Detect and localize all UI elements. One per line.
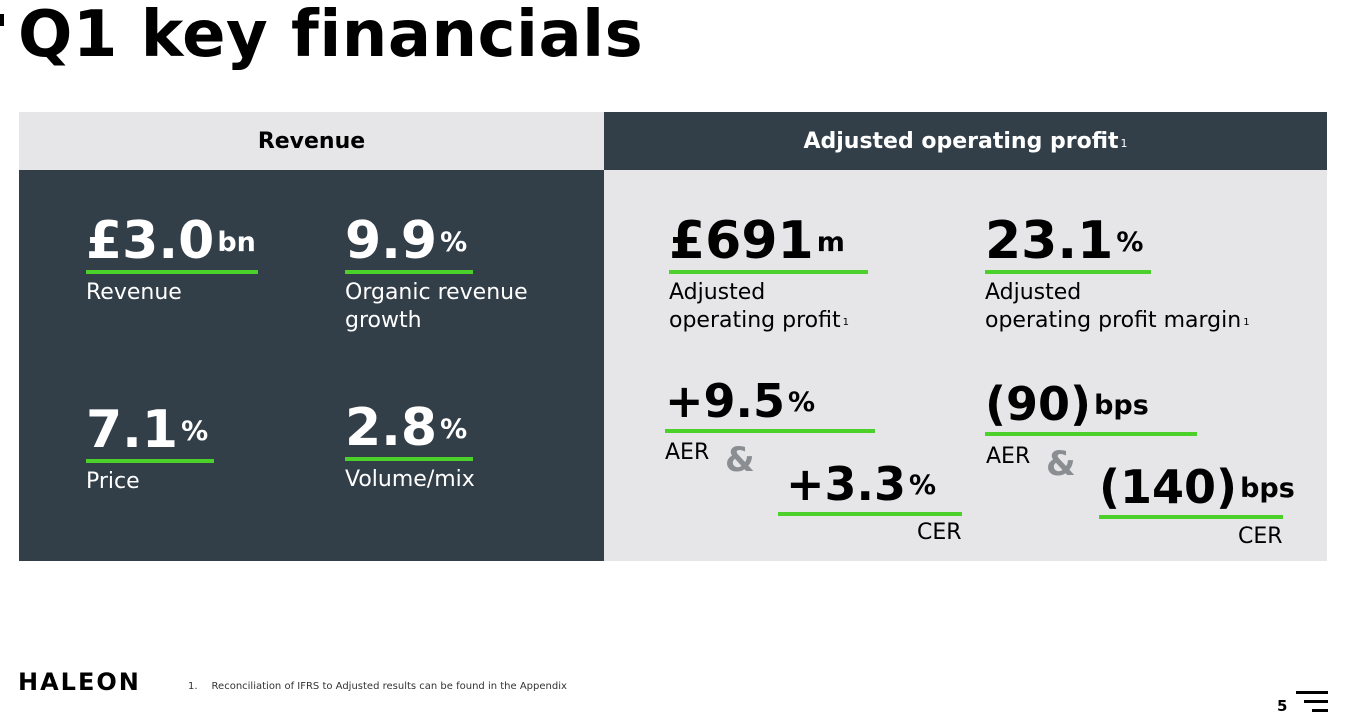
metric-note: 1 — [842, 317, 849, 328]
metric-suffix: bn — [217, 227, 256, 258]
profit-cer-tag: CER — [917, 520, 962, 545]
page-title: Q1 key financials — [18, 0, 644, 72]
metric-label-line2: operating profit — [669, 308, 841, 333]
menu-lines-icon — [1296, 691, 1328, 713]
profit-aer-tag: AER — [665, 440, 710, 465]
metric-suffix: bps — [1094, 390, 1149, 421]
margin-aer-tag: AER — [986, 444, 1031, 469]
metric-underline — [669, 270, 868, 274]
footnote-number: 1. — [188, 681, 198, 692]
adjusted-profit-metric: £691 m Adjusted operating profit 1 — [669, 212, 868, 335]
ampersand-left: & — [725, 440, 755, 480]
metric-label-line1: Organic revenue — [345, 280, 528, 305]
revenue-panel: £3.0 bn Revenue 9.9% Organic revenue grow… — [19, 170, 604, 561]
metric-value: 9.9 — [345, 211, 438, 271]
metric-value: 2.8 — [345, 398, 438, 458]
footnote-text: Reconciliation of IFRS to Adjusted resul… — [211, 681, 567, 692]
metric-value: (90) — [985, 377, 1092, 431]
metric-value: +9.5 — [665, 374, 786, 428]
page-number: 5 — [1277, 697, 1288, 715]
metric-underline — [86, 270, 258, 274]
revenue-panel-header: Revenue — [19, 112, 604, 170]
metric-label: Revenue — [86, 280, 182, 305]
metric-label: Price — [86, 469, 140, 494]
metric-value: £691 — [669, 211, 814, 271]
metric-suffix: m — [816, 227, 845, 258]
metric-suffix: bps — [1240, 473, 1295, 504]
metric-suffix: % — [909, 470, 937, 501]
footnote: 1. Reconciliation of IFRS to Adjusted res… — [188, 681, 567, 692]
metric-value: +3.3 — [786, 457, 907, 511]
metric-suffix: % — [440, 227, 468, 258]
organic-growth-metric: 9.9% Organic revenue growth — [345, 212, 528, 335]
metric-suffix: % — [1116, 227, 1144, 258]
profit-margin-metric: 23.1% Adjusted operating profit margin 1 — [985, 212, 1250, 335]
metric-underline — [345, 270, 473, 274]
margin-aer-metric: (90) bps — [985, 376, 1197, 436]
metric-label-line1: Adjusted — [985, 280, 1082, 305]
metric-suffix: % — [440, 414, 468, 445]
revenue-heading: Revenue — [257, 128, 366, 154]
metric-underline — [985, 432, 1197, 436]
metric-value: 7.1 — [86, 400, 179, 460]
profit-panel-header: Adjusted operating profit 1 — [604, 112, 1327, 170]
price-metric: 7.1% Price — [86, 401, 214, 496]
metric-underline — [345, 457, 473, 461]
metric-underline — [985, 270, 1151, 274]
ampersand-right: & — [1046, 444, 1076, 484]
profit-heading: Adjusted operating profit — [803, 128, 1119, 154]
profit-cer-metric: +3.3% — [778, 456, 962, 516]
metric-suffix: % — [181, 416, 209, 447]
margin-cer-metric: (140) bps — [1099, 459, 1295, 519]
metric-value: (140) — [1099, 460, 1238, 514]
metric-suffix: % — [788, 387, 816, 418]
metric-underline — [86, 459, 214, 463]
metric-label-line2: operating profit margin — [985, 308, 1242, 333]
revenue-metric: £3.0 bn Revenue — [86, 212, 258, 307]
profit-panel: £691 m Adjusted operating profit 1 23.1% A… — [604, 170, 1327, 561]
title-mark — [0, 14, 4, 26]
haleon-logo: HALEON — [18, 668, 141, 696]
profit-aer-metric: +9.5% — [665, 373, 875, 433]
metric-note: 1 — [1243, 317, 1250, 328]
metric-label-line2: growth — [345, 308, 422, 333]
volume-mix-metric: 2.8% Volume/mix — [345, 399, 475, 494]
metric-label: Volume/mix — [345, 467, 475, 492]
metric-underline — [778, 512, 962, 516]
metric-value: £3.0 — [86, 211, 215, 271]
metric-underline — [665, 429, 875, 433]
margin-cer-tag: CER — [1238, 524, 1283, 549]
profit-heading-note: 1 — [1120, 136, 1128, 150]
metric-label-line1: Adjusted — [669, 280, 766, 305]
metric-underline — [1099, 515, 1283, 519]
metric-value: 23.1 — [985, 211, 1114, 271]
